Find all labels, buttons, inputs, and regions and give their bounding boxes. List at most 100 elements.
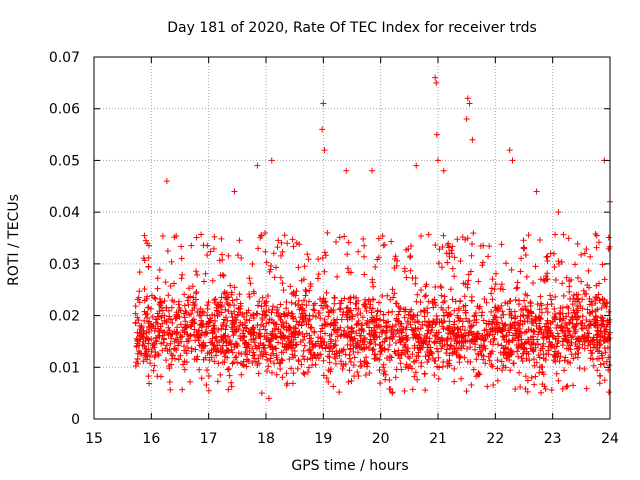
data-point: [166, 346, 173, 353]
data-point: [401, 387, 408, 394]
data-point: [311, 329, 318, 336]
data-point: [289, 380, 296, 387]
data-point: [572, 328, 579, 335]
data-point: [389, 390, 396, 397]
data-point: [468, 297, 475, 304]
data-point: [527, 345, 534, 352]
data-point: [236, 322, 243, 329]
data-point: [398, 351, 405, 358]
data-point: [574, 295, 581, 302]
data-point: [231, 284, 238, 291]
data-point: [526, 357, 533, 364]
data-point: [560, 231, 567, 238]
data-point: [561, 367, 568, 374]
data-point: [147, 360, 154, 367]
data-point: [166, 365, 173, 372]
data-point: [396, 308, 403, 315]
data-point: [351, 354, 358, 361]
data-point: [534, 340, 541, 347]
data-point: [476, 303, 483, 310]
data-point: [284, 312, 291, 319]
data-point: [562, 354, 569, 361]
data-point: [298, 322, 305, 329]
data-point: [381, 241, 388, 248]
data-point: [388, 238, 395, 245]
data-point: [324, 321, 331, 328]
data-point: [283, 347, 290, 354]
data-point: [500, 345, 507, 352]
data-point: [530, 356, 537, 363]
data-point: [221, 288, 228, 295]
data-point: [594, 332, 601, 339]
data-point: [512, 325, 519, 332]
data-point: [440, 232, 447, 239]
data-point: [312, 313, 319, 320]
data-point: [259, 311, 266, 318]
data-point: [300, 370, 307, 377]
data-point: [449, 243, 456, 250]
data-point: [486, 243, 493, 250]
data-point: [288, 310, 295, 317]
data-point: [331, 342, 338, 349]
data-point: [530, 348, 537, 355]
data-point: [532, 373, 539, 380]
data-point: [367, 301, 374, 308]
data-point: [581, 331, 588, 338]
data-point: [188, 242, 195, 249]
data-point: [240, 313, 247, 320]
data-point: [274, 244, 281, 251]
data-point: [381, 368, 388, 375]
data-point: [548, 387, 555, 394]
data-point: [532, 263, 539, 270]
data-point: [389, 308, 396, 315]
data-point: [169, 355, 176, 362]
x-tick-label: 19: [314, 431, 332, 447]
data-point: [486, 357, 493, 364]
data-point: [470, 322, 477, 329]
data-point: [528, 374, 535, 381]
data-point: [432, 284, 439, 291]
data-point: [336, 389, 343, 396]
data-point: [433, 329, 440, 336]
data-point: [455, 305, 462, 312]
data-point: [535, 331, 542, 338]
data-point: [262, 229, 269, 236]
data-point: [579, 325, 586, 332]
data-point: [421, 371, 428, 378]
data-point: [181, 358, 188, 365]
data-point: [399, 335, 406, 342]
data-point: [179, 271, 186, 278]
data-point: [155, 313, 162, 320]
data-point: [408, 242, 415, 249]
data-point: [517, 383, 524, 390]
data-point: [345, 378, 352, 385]
data-point: [277, 274, 284, 281]
data-point: [440, 312, 447, 319]
data-point: [462, 236, 469, 243]
data-point: [546, 339, 553, 346]
data-point: [196, 342, 203, 349]
data-point: [378, 347, 385, 354]
data-point: [182, 318, 189, 325]
data-point: [302, 286, 309, 293]
data-point: [303, 302, 310, 309]
data-points: [132, 74, 613, 402]
data-point: [380, 242, 387, 249]
data-point: [449, 296, 456, 303]
data-point: [555, 377, 562, 384]
data-point: [488, 285, 495, 292]
data-point: [581, 250, 588, 257]
data-point: [169, 319, 176, 326]
data-point: [579, 313, 586, 320]
data-point: [278, 239, 285, 246]
data-point: [200, 309, 207, 316]
data-point: [411, 331, 418, 338]
x-tick-label: 18: [257, 431, 275, 447]
data-point: [564, 303, 571, 310]
data-point: [537, 276, 544, 283]
data-point: [433, 312, 440, 319]
data-point: [424, 348, 431, 355]
data-point: [462, 309, 469, 316]
data-point: [451, 307, 458, 314]
data-point: [293, 288, 300, 295]
